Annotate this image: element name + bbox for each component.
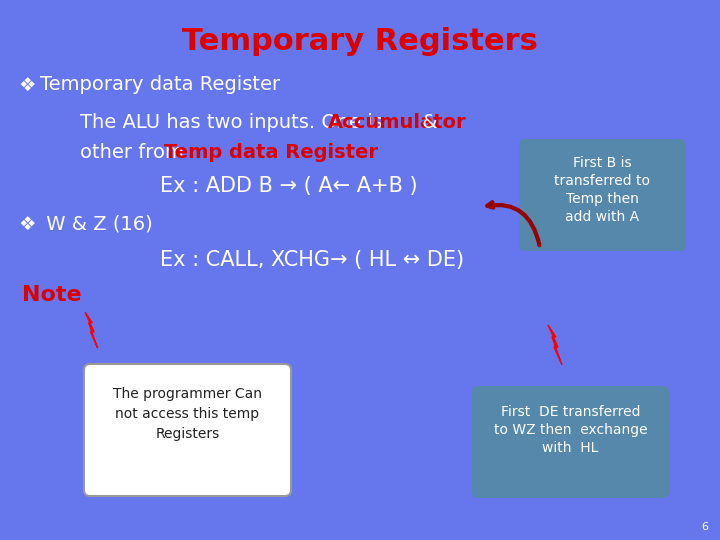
Text: 6: 6 — [701, 522, 708, 532]
Text: Accumulator: Accumulator — [328, 112, 467, 132]
FancyBboxPatch shape — [84, 364, 291, 496]
Text: First  DE transferred: First DE transferred — [500, 405, 640, 419]
Text: Temporary Registers: Temporary Registers — [182, 28, 538, 57]
Text: Temp data Register: Temp data Register — [164, 143, 378, 161]
Text: The programmer Can: The programmer Can — [113, 387, 262, 401]
Text: Temp then: Temp then — [566, 192, 639, 206]
Text: Registers: Registers — [156, 427, 220, 441]
Polygon shape — [85, 312, 98, 348]
Text: ❖: ❖ — [18, 76, 35, 94]
Text: add with A: add with A — [565, 210, 639, 224]
Text: Ex : CALL, XCHG→ ( HL ↔ DE): Ex : CALL, XCHG→ ( HL ↔ DE) — [160, 250, 464, 270]
Text: to WZ then  exchange: to WZ then exchange — [494, 423, 647, 437]
FancyBboxPatch shape — [519, 139, 686, 251]
FancyBboxPatch shape — [472, 386, 669, 498]
Text: Temporary data Register: Temporary data Register — [40, 76, 280, 94]
Text: The ALU has two inputs. One is: The ALU has two inputs. One is — [80, 112, 389, 132]
Text: First B is: First B is — [573, 156, 632, 170]
Text: transferred to: transferred to — [554, 174, 650, 188]
Polygon shape — [548, 325, 562, 365]
Text: other from: other from — [80, 143, 190, 161]
Text: Note: Note — [22, 285, 81, 305]
Text: Ex : ADD B → ( A← A+B ): Ex : ADD B → ( A← A+B ) — [160, 176, 418, 196]
Text: &: & — [416, 112, 438, 132]
Text: W & Z (16): W & Z (16) — [40, 214, 153, 233]
Text: not access this temp: not access this temp — [115, 407, 260, 421]
Text: with  HL: with HL — [542, 441, 599, 455]
Text: ❖: ❖ — [18, 214, 35, 233]
